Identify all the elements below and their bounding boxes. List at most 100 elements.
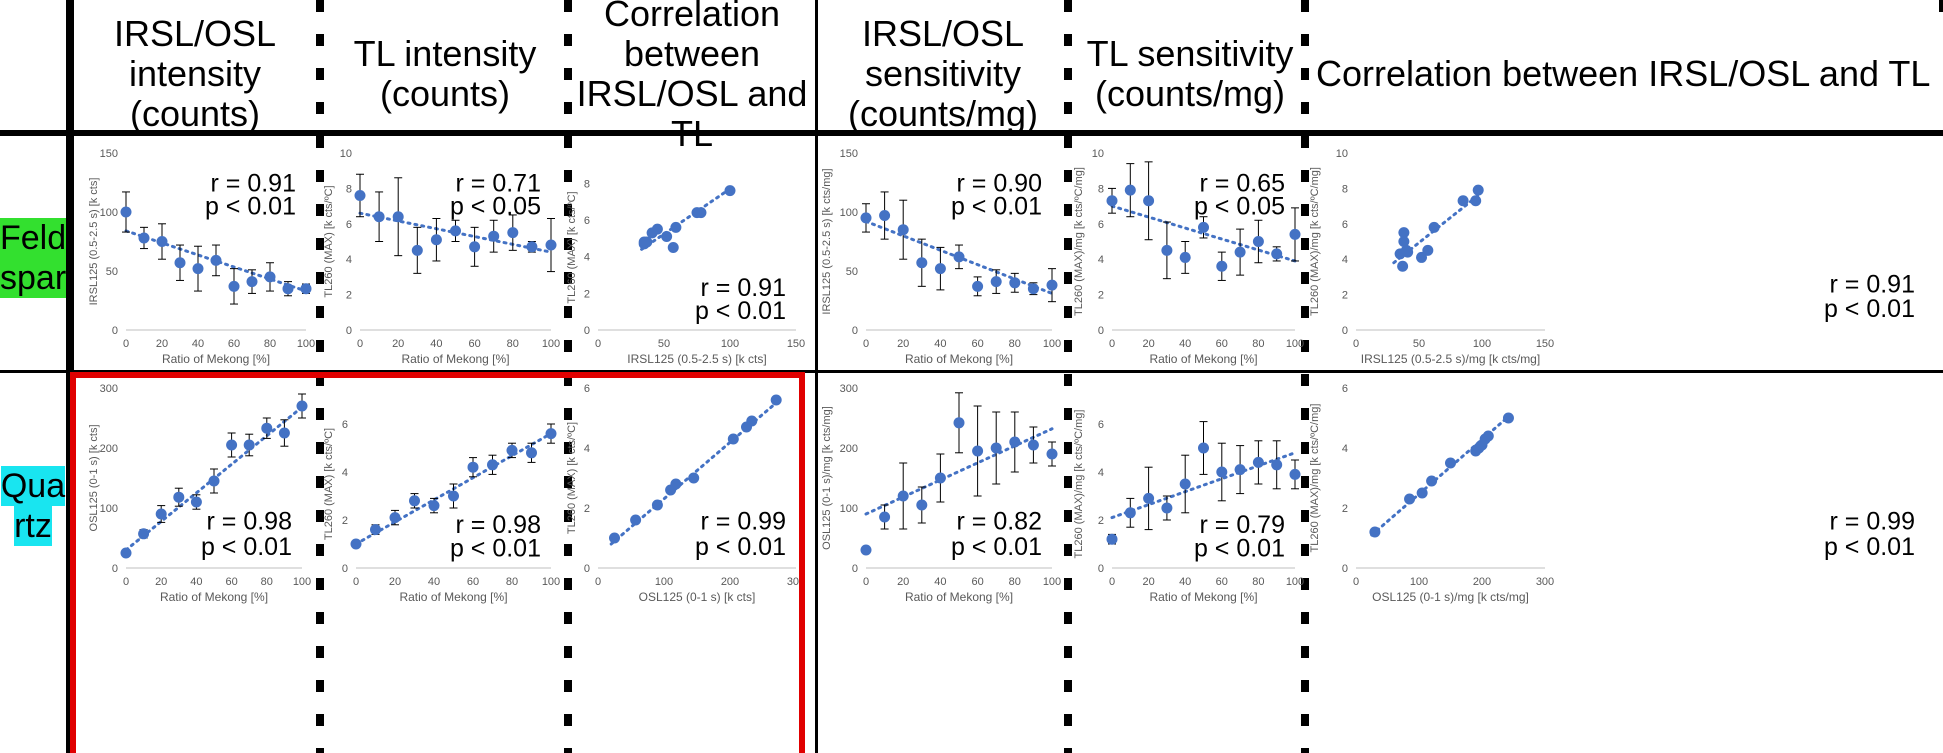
x-tick-label: 60: [467, 576, 479, 588]
r-value: r = 0.98: [207, 508, 292, 536]
chart-q5: 0 20 40 60 80 100 0 2 4 6 Ratio of Mekong [%] TL260…: [1073, 410, 1304, 604]
x-tick-label: 100: [542, 338, 560, 350]
x-tick-label: 20: [155, 576, 167, 588]
x-tick-label: 0: [123, 338, 129, 350]
x-tick-label: 40: [430, 338, 442, 350]
data-point: [916, 499, 928, 511]
y-axis-title: IRSL125 (0.5-2.5 s) [k cts/mg]: [821, 168, 833, 314]
y-tick-label: 10: [340, 148, 352, 160]
dotted-divider-3: [1064, 0, 1072, 753]
x-tick-label: 0: [353, 576, 359, 588]
data-point: [1445, 457, 1456, 469]
x-tick-label: 20: [389, 576, 401, 588]
data-point: [370, 524, 381, 536]
data-point: [670, 478, 682, 490]
x-tick-label: 80: [261, 576, 273, 588]
y-axis-title: IRSL125 (0.5-2.5 s) [k cts]: [88, 178, 100, 306]
x-tick-label: 20: [897, 576, 909, 588]
x-tick-label: 0: [1353, 338, 1359, 350]
row-divider: [0, 370, 1943, 373]
data-point: [1009, 277, 1021, 289]
data-point: [526, 447, 537, 459]
x-tick-label: 150: [1536, 338, 1554, 350]
x-tick-label: 0: [863, 576, 869, 588]
data-point: [1143, 195, 1155, 207]
data-point: [389, 512, 401, 524]
data-point: [392, 211, 404, 223]
x-tick-label: 20: [156, 338, 168, 350]
y-axis-title: TL260 (MAX) [k cts/ºC]: [323, 185, 335, 297]
y-tick-label: 150: [100, 148, 118, 160]
header-col5: TL sensitivity (counts/mg): [1086, 33, 1294, 114]
trendline: [1392, 193, 1480, 265]
x-tick-label: 60: [468, 338, 480, 350]
y-tick-label: 4: [1098, 254, 1104, 266]
x-tick-label: 60: [1216, 576, 1228, 588]
p-value: p < 0.05: [450, 193, 541, 221]
data-point: [1234, 246, 1246, 258]
x-axis-title: IRSL125 (0.5-2.5 s) [k cts]: [627, 352, 766, 366]
x-tick-label: 40: [1179, 338, 1191, 350]
y-tick-label: 50: [106, 266, 118, 278]
y-tick-label: 2: [346, 290, 352, 302]
r-value: r = 0.99: [1830, 508, 1915, 536]
x-tick-label: 40: [934, 576, 946, 588]
data-point: [630, 514, 642, 526]
y-tick-label: 2: [584, 288, 590, 300]
chart-f2: 0 20 40 60 80 100 0 2 4 6 8 10 Ratio of Mekong [%] TL…: [323, 148, 560, 366]
data-point: [746, 415, 758, 427]
y-tick-label: 4: [342, 467, 348, 479]
dotted-divider-5: [1939, 0, 1943, 20]
y-tick-label: 0: [852, 325, 858, 337]
chart-q2: 0 20 40 60 80 100 0 2 4 6 Ratio of Mekong [%] TL260…: [323, 419, 560, 604]
y-tick-label: 6: [1342, 383, 1348, 395]
data-point: [1252, 236, 1264, 247]
highlight-box: [70, 372, 805, 753]
y-tick-label: 0: [1098, 563, 1104, 575]
data-point: [879, 210, 891, 222]
y-tick-label: 0: [112, 325, 118, 337]
x-tick-label: 80: [1252, 576, 1264, 588]
y-tick-label: 6: [1098, 219, 1104, 231]
data-point: [1216, 260, 1228, 272]
x-tick-label: 0: [863, 338, 869, 350]
data-point: [972, 445, 984, 457]
data-point: [1482, 430, 1494, 442]
data-point: [467, 461, 479, 473]
r-value: r = 0.65: [1200, 170, 1285, 198]
y-tick-label: 6: [346, 219, 352, 231]
trendline: [864, 427, 1054, 516]
data-point: [934, 472, 946, 484]
r-value: r = 0.99: [701, 508, 786, 536]
data-point: [192, 263, 204, 275]
data-point: [1271, 248, 1283, 260]
y-tick-label: 8: [1342, 183, 1348, 195]
p-value: p < 0.01: [1824, 295, 1915, 323]
y-tick-label: 0: [1342, 325, 1348, 337]
data-point: [411, 244, 423, 256]
data-point: [246, 276, 258, 288]
data-point: [430, 234, 442, 246]
y-tick-label: 0: [112, 563, 118, 575]
data-point: [1457, 195, 1469, 207]
x-axis-title: OSL125 (0-1 s) [k cts]: [639, 590, 756, 604]
r-value: r = 0.91: [1830, 270, 1915, 298]
x-tick-label: 200: [721, 576, 739, 588]
x-tick-label: 200: [1473, 576, 1491, 588]
y-tick-label: 4: [584, 252, 590, 264]
x-axis-title: OSL125 (0-1 s)/mg [k cts/mg]: [1372, 590, 1529, 604]
x-tick-label: 60: [971, 338, 983, 350]
x-tick-label: 100: [1286, 338, 1304, 350]
x-tick-label: 40: [190, 576, 202, 588]
y-tick-label: 6: [584, 383, 590, 395]
x-tick-label: 20: [1142, 576, 1154, 588]
p-value: p < 0.01: [695, 297, 786, 325]
y-axis-title: TL260 (MAX)/mg [k cts/ºC/mg]: [1073, 167, 1085, 316]
x-axis-title: Ratio of Mekong [%]: [399, 590, 507, 604]
data-point: [724, 185, 736, 197]
x-tick-label: 100: [1410, 576, 1428, 588]
p-value: p < 0.01: [1824, 533, 1915, 561]
data-point: [138, 528, 150, 540]
chart-f4: 0 20 40 60 80 100 0 50 100 150 Ratio of Mekong [%]…: [821, 148, 1061, 366]
